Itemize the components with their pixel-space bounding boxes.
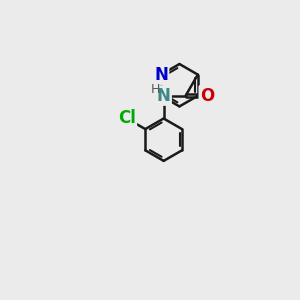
Text: N: N [157, 86, 171, 104]
Text: O: O [200, 86, 214, 104]
Text: N: N [154, 66, 168, 84]
Text: Cl: Cl [118, 110, 136, 128]
Text: H: H [151, 82, 160, 96]
